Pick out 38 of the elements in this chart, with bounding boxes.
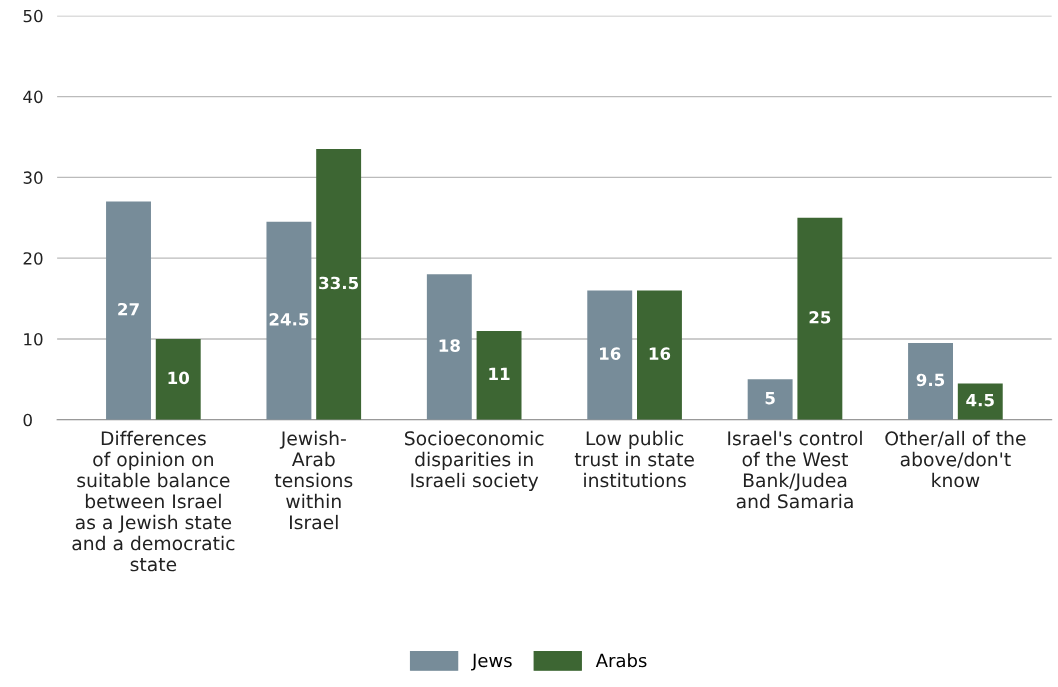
data-label: 11	[489, 367, 510, 380]
x-tick-label: Jewish- Arab tensions within Israel	[274, 430, 353, 530]
x-tick-label: Low public trust in state institutions	[574, 430, 694, 488]
x-tick-label: Israel's control of the West Bank/Judea and Samaria	[728, 430, 862, 509]
y-tick-label: 10	[24, 332, 43, 346]
bar	[637, 290, 682, 420]
data-label: 18	[439, 339, 460, 352]
bar	[747, 379, 793, 420]
bar	[155, 338, 201, 420]
data-label: 9.5	[916, 373, 945, 387]
legend-label: Arabs	[595, 653, 647, 668]
data-label: 33.5	[319, 276, 359, 290]
bar	[106, 201, 151, 420]
x-tick-label: Socioeconomic disparities in Israeli society	[405, 430, 544, 492]
y-tick-label: 50	[23, 9, 43, 23]
bar	[266, 221, 312, 420]
data-label: 25	[809, 311, 831, 324]
data-label: 24.5	[269, 313, 309, 326]
bar	[426, 274, 472, 420]
x-tick-label: Differences of opinion on suitable balance between Israel as a Jewish state and a democratic state	[72, 430, 235, 572]
bar	[957, 383, 1003, 420]
legend-label: Jews	[471, 653, 512, 671]
data-label: 16	[600, 347, 621, 360]
y-tick-label: 20	[23, 252, 43, 265]
bar	[797, 217, 843, 420]
data-label: 10	[168, 371, 190, 385]
y-tick-label: 40	[23, 90, 43, 104]
y-tick-label: 30	[23, 171, 43, 184]
y-tick-label: 0	[23, 413, 32, 427]
data-label: 5	[765, 392, 775, 405]
bar	[908, 343, 953, 420]
bar	[476, 330, 522, 420]
bar	[316, 149, 362, 420]
data-label: 4.5	[966, 394, 994, 407]
data-label: 27	[118, 302, 139, 316]
bar	[587, 290, 633, 420]
x-tick-label: Other/all of the above/don't know	[885, 430, 1026, 488]
data-label: 16	[649, 347, 671, 360]
